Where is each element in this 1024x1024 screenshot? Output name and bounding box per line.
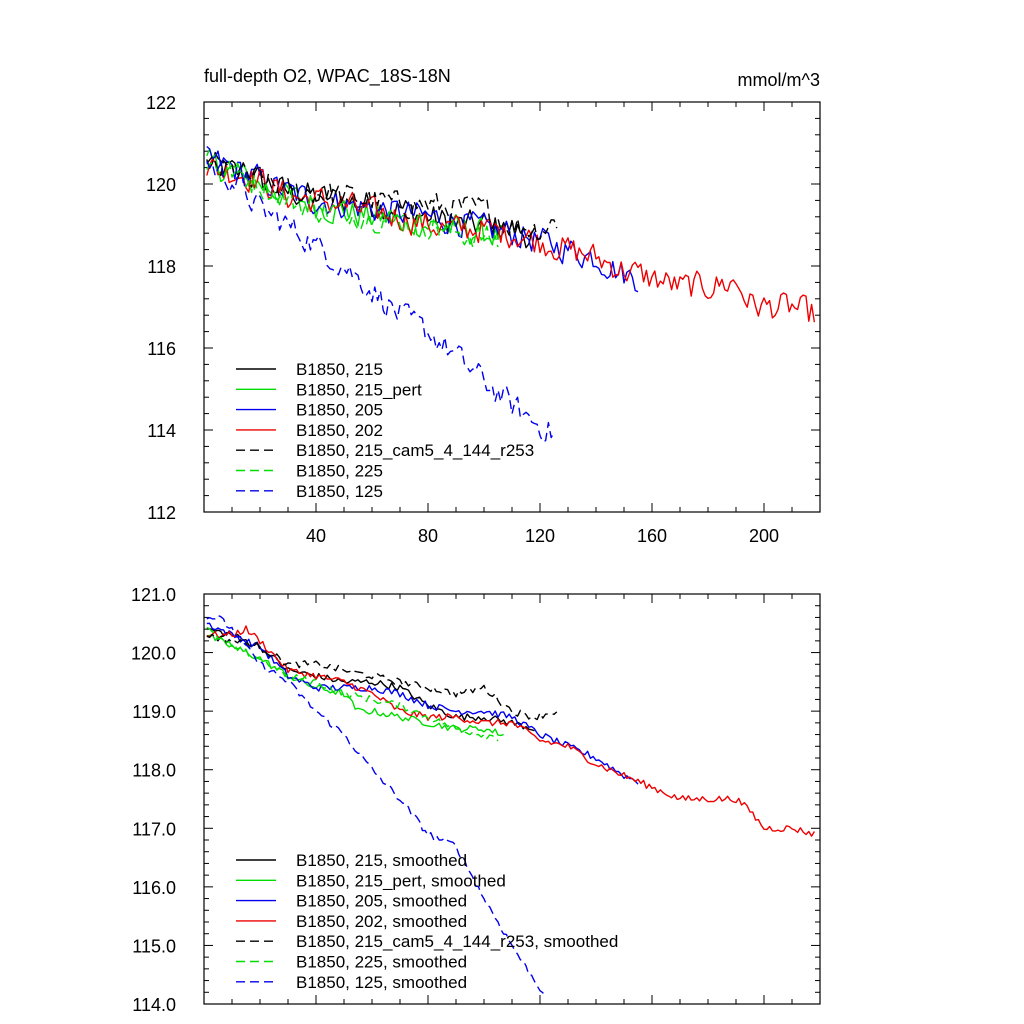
y-tick-label: 115.0: [132, 936, 176, 956]
series-line: [206, 633, 558, 721]
legend-label: B1850, 215, smoothed: [296, 851, 467, 870]
series-line: [206, 622, 639, 785]
chart-title: full-depth O2, WPAC_18S-18N: [204, 66, 451, 87]
legend-label: B1850, 125, smoothed: [296, 973, 467, 992]
y-tick-label: 119.0: [132, 702, 176, 722]
bottom-series: [206, 614, 815, 998]
top-series: [206, 145, 816, 443]
legend-label: B1850, 125: [296, 482, 383, 501]
legend-label: B1850, 215_cam5_4_144_r253, smoothed: [296, 932, 618, 951]
legend-label: B1850, 205: [296, 401, 383, 420]
legend-label: B1850, 215_pert, smoothed: [296, 871, 506, 890]
y-tick-label: 117.0: [132, 819, 176, 839]
series-line: [206, 145, 639, 293]
y-tick-label: 116: [147, 339, 176, 359]
x-tick-label: 40: [306, 526, 326, 546]
series-line: [206, 161, 555, 443]
y-tick-label: 118: [147, 257, 176, 277]
series-line: [206, 158, 816, 323]
legend-label: B1850, 215_cam5_4_144_r253: [296, 441, 534, 460]
legend-label: B1850, 225: [296, 462, 383, 481]
series-line: [206, 633, 504, 737]
bottom-ticks: 114.0 115.0 116.0 117.0 118.0 119.0 120.0 121.0: [131, 585, 820, 1015]
legend-label: B1850, 205, smoothed: [296, 892, 467, 911]
x-tick-label: 120: [525, 526, 555, 546]
y-tick-label: 122: [146, 93, 176, 113]
y-tick-label: 120: [146, 175, 176, 195]
x-tick-label: 200: [749, 526, 779, 546]
chart-units: mmol/m^3: [738, 70, 820, 90]
x-tick-label: 80: [418, 526, 438, 546]
series-line: [206, 627, 535, 732]
series-line: [206, 625, 815, 837]
top-ticks: 40 80 120 160 200 112 114 116 118 120 122: [146, 93, 820, 546]
legend-label: B1850, 225, smoothed: [296, 953, 467, 972]
y-tick-label: 120.0: [131, 644, 176, 664]
y-tick-label: 118.0: [132, 761, 176, 781]
y-tick-label: 112: [147, 503, 176, 523]
series-line: [206, 160, 499, 249]
legend-label: B1850, 215: [296, 360, 383, 379]
bottom-chart: 114.0 115.0 116.0 117.0 118.0 119.0 120.0 121.0…: [131, 585, 821, 1015]
y-tick-label: 114.0: [132, 995, 176, 1015]
legend-label: B1850, 202, smoothed: [296, 912, 467, 931]
legend-label: B1850, 215_pert: [296, 380, 422, 399]
top-plot-frame: [203, 101, 821, 513]
top-chart: full-depth O2, WPAC_18S-18N mmol/m^3 40 8…: [146, 66, 821, 546]
series-line: [206, 614, 547, 998]
x-tick-label: 160: [637, 526, 667, 546]
y-tick-label: 114: [147, 421, 176, 441]
y-tick-label: 116.0: [132, 878, 176, 898]
legend-label: B1850, 202: [296, 421, 383, 440]
bottom-plot-frame: [203, 593, 821, 1005]
y-tick-label: 121.0: [131, 585, 176, 605]
